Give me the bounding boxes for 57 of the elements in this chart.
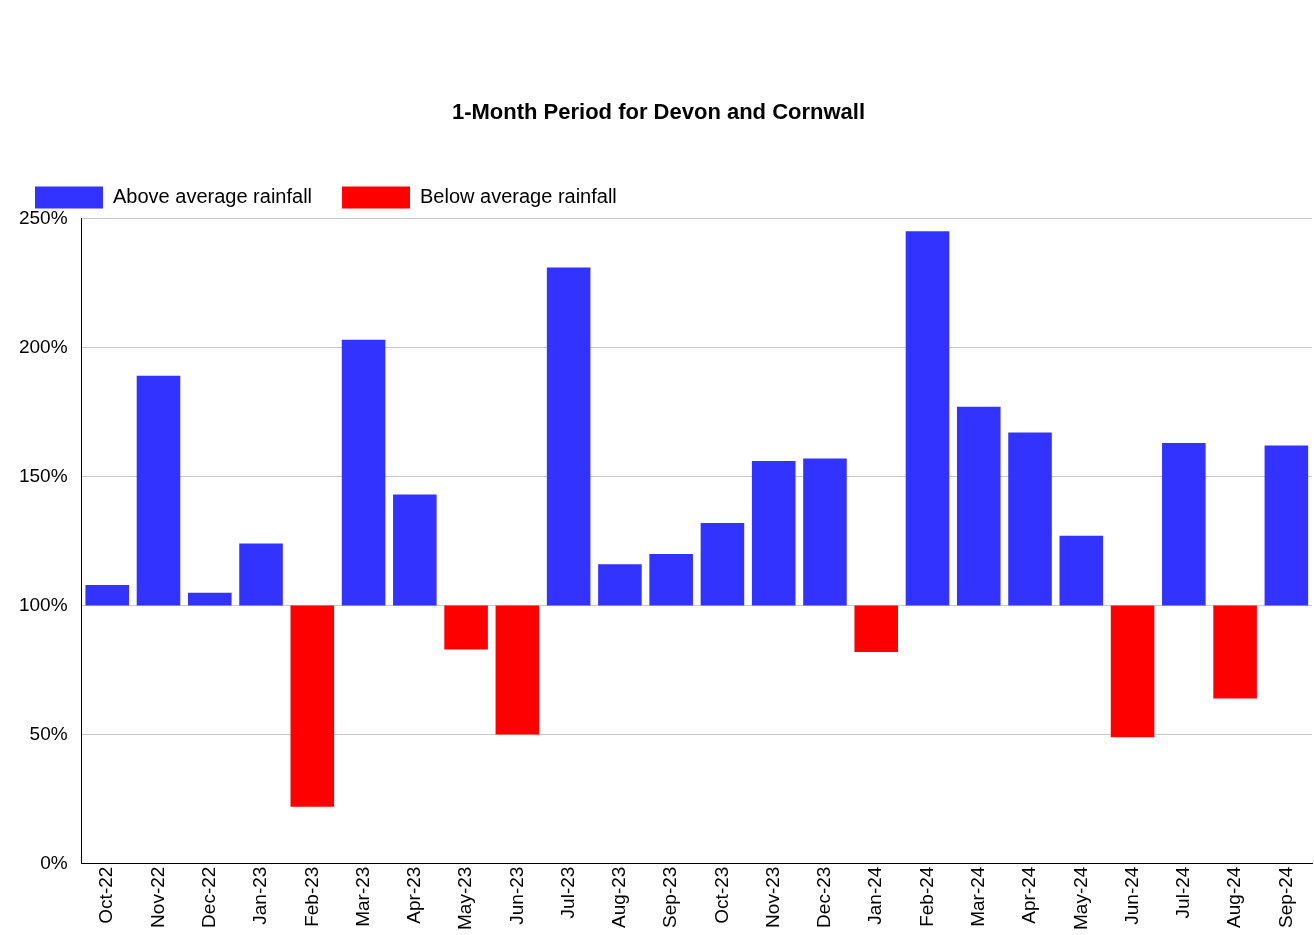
- x-tick-label: Aug-24: [1223, 866, 1245, 928]
- bar: [1008, 432, 1052, 606]
- y-tick-label: 250%: [18, 206, 68, 228]
- x-tick-label: Jun-23: [505, 866, 527, 925]
- x-tick-label: Apr-23: [403, 866, 425, 924]
- bar: [393, 494, 437, 606]
- x-tick-label: Dec-23: [813, 866, 835, 928]
- x-tick-label: Feb-24: [915, 866, 937, 927]
- x-tick-label: May-24: [1069, 866, 1091, 930]
- bar: [751, 461, 796, 606]
- x-tick-label: Sep-23: [659, 866, 681, 928]
- y-tick-label: 200%: [18, 335, 68, 357]
- legend-label: Below average rainfall: [420, 184, 617, 207]
- bar: [187, 592, 232, 606]
- x-tick-label: May-23: [454, 866, 476, 930]
- bar: [1162, 442, 1206, 606]
- bar: [956, 406, 1001, 606]
- x-tick-label: Mar-24: [967, 866, 988, 927]
- x-tick-label: Nov-23: [761, 866, 783, 928]
- x-tick-label: Feb-23: [300, 866, 322, 927]
- bar: [546, 267, 591, 606]
- bar: [341, 339, 386, 606]
- x-tick-label: Jun-24: [1120, 866, 1142, 925]
- bar: [444, 605, 488, 650]
- bar: [136, 375, 181, 606]
- x-tick-label: Jul-23: [556, 866, 578, 919]
- bar: [290, 605, 335, 807]
- x-tick-label: Oct-23: [710, 866, 732, 924]
- x-tick-label: Apr-24: [1018, 866, 1040, 924]
- x-tick-label: Dec-22: [198, 866, 219, 928]
- bar: [649, 553, 693, 606]
- bar: [85, 584, 130, 606]
- x-tick-label: Nov-22: [146, 866, 168, 928]
- bar: [803, 458, 847, 606]
- y-tick-label: 100%: [18, 593, 68, 615]
- bar: [598, 564, 642, 606]
- bar: [905, 231, 950, 606]
- bar: [1213, 605, 1257, 699]
- bar: [1110, 605, 1155, 738]
- x-tick-label: Jan-23: [249, 866, 271, 925]
- bar: [700, 522, 745, 606]
- y-tick-label: 50%: [29, 722, 68, 744]
- x-tick-label: Aug-23: [608, 866, 630, 928]
- x-tick-label: Jul-24: [1172, 866, 1194, 919]
- y-tick-label: 150%: [18, 464, 68, 486]
- chart-title: 1-Month Period for Devon and Cornwall: [451, 99, 866, 125]
- bar: [1059, 535, 1104, 606]
- bar: [854, 605, 899, 653]
- x-tick-label: Mar-23: [351, 866, 373, 927]
- y-tick-label: 0%: [40, 851, 68, 873]
- legend-label: Above average rainfall: [113, 184, 313, 207]
- bar: [239, 543, 283, 606]
- x-tick-label: Jan-24: [864, 866, 886, 925]
- x-tick-label: Oct-22: [95, 866, 117, 924]
- x-tick-label: Sep-24: [1274, 866, 1296, 928]
- bar: [495, 605, 540, 735]
- bar: [1264, 445, 1309, 606]
